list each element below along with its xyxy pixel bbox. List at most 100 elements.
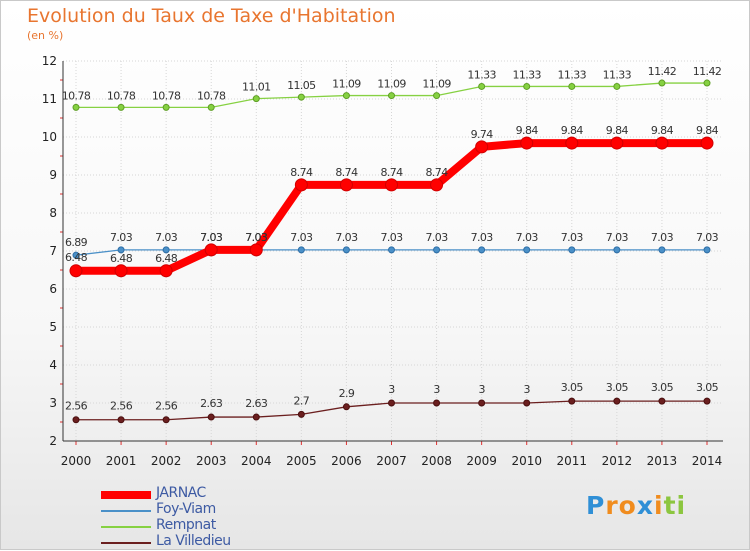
data-label: 9.74	[471, 128, 494, 141]
data-label: 11.33	[512, 68, 541, 81]
data-point	[72, 251, 80, 259]
x-tick-label: 2005	[286, 454, 317, 468]
data-label: 3.05	[651, 381, 674, 394]
x-tick-label: 2009	[466, 454, 497, 468]
data-label: 10.78	[152, 89, 181, 102]
x-tick-label: 2003	[196, 454, 227, 468]
data-point	[69, 264, 83, 278]
data-point	[342, 246, 350, 254]
y-tick-label: 6	[49, 282, 57, 296]
logo-letter: i	[676, 491, 687, 520]
data-label: 7.03	[606, 231, 629, 244]
data-label: 11.09	[377, 78, 406, 91]
data-point	[658, 79, 666, 87]
data-label: 8.74	[380, 166, 403, 179]
x-tick-label: 2011	[557, 454, 588, 468]
axes: 2 3 4 5 6 7 8 9 10 11 12 2000 2001 2002 2003 2004 2005 20…	[42, 54, 723, 468]
data-point	[72, 103, 80, 111]
x-tick-label: 2000	[61, 454, 92, 468]
legend-label: Rempnat	[156, 517, 216, 533]
data-label: 7.03	[651, 231, 674, 244]
y-tick-label: 9	[49, 168, 57, 182]
data-label: 9.84	[651, 124, 674, 137]
data-label: 11.33	[603, 68, 632, 81]
chart-title: Evolution du Taux de Taxe d'Habitation	[27, 5, 396, 27]
data-point	[388, 246, 395, 254]
legend-swatch	[101, 526, 151, 528]
data-point	[162, 103, 170, 111]
data-label: 7.03	[290, 231, 313, 244]
y-tick-label: 11	[42, 92, 57, 106]
data-label: 9.84	[561, 124, 584, 137]
data-point	[388, 399, 395, 407]
data-label: 6.48	[65, 251, 88, 264]
data-label: 7.03	[561, 231, 584, 244]
legend-swatch	[101, 510, 151, 512]
data-label: 8.74	[335, 166, 358, 179]
series-lines	[69, 79, 714, 424]
data-point	[249, 243, 263, 257]
data-point	[613, 246, 621, 254]
data-label: 6.89	[65, 236, 88, 249]
data-point	[523, 82, 531, 90]
logo-letter: i	[654, 491, 664, 520]
data-point	[117, 246, 125, 254]
data-point	[385, 178, 398, 192]
x-tick-label: 2008	[421, 454, 452, 468]
data-label: 2.56	[155, 400, 178, 413]
data-label: 9.84	[606, 124, 629, 137]
data-label: 7.03	[426, 231, 449, 244]
y-tick-label: 7	[49, 244, 57, 258]
x-tick-label: 2002	[151, 454, 182, 468]
data-point	[610, 136, 624, 150]
legend-label: La Villedieu	[156, 533, 231, 549]
data-label: 11.33	[558, 68, 587, 81]
data-label: 11.33	[467, 68, 496, 81]
data-label: 11.42	[693, 65, 722, 78]
data-label: 3	[388, 383, 395, 396]
data-point	[703, 79, 711, 87]
data-point	[297, 246, 305, 254]
data-point	[433, 246, 441, 254]
y-tick-label: 8	[49, 206, 57, 220]
y-tick-label: 4	[49, 358, 57, 372]
data-point	[159, 264, 173, 278]
data-point	[114, 264, 128, 278]
data-label: 2.7	[294, 394, 310, 407]
y-tick-label: 12	[42, 54, 57, 68]
data-label: 3.05	[606, 381, 629, 394]
legend-label: Foy-Viam	[156, 501, 216, 517]
data-point	[478, 399, 486, 407]
data-point	[658, 397, 666, 405]
y-tick-label: 3	[49, 396, 57, 410]
data-label: 11.01	[242, 81, 271, 94]
data-label: 8.74	[290, 166, 313, 179]
data-label: 6.48	[110, 252, 133, 265]
data-point	[252, 95, 260, 103]
data-point	[703, 246, 711, 254]
data-label: 7.03	[155, 231, 178, 244]
data-point	[658, 246, 666, 254]
legend-label: JARNAC	[156, 485, 206, 501]
data-point	[342, 403, 350, 411]
logo-letter: P	[586, 491, 606, 520]
data-point	[207, 103, 215, 111]
data-label: 6.48	[155, 252, 178, 265]
data-labels: 6.48 6.48 6.48 7.03 7.03 8.74 8.74 8.74 8.74 9.74…	[62, 65, 722, 413]
data-point	[72, 416, 80, 424]
data-point	[433, 92, 441, 100]
data-label: 8.74	[426, 166, 449, 179]
data-point	[568, 397, 576, 405]
logo-letter: x	[636, 491, 654, 520]
data-point	[297, 410, 305, 418]
data-label: 3.05	[696, 381, 719, 394]
data-point	[478, 246, 486, 254]
data-point	[475, 140, 489, 154]
data-point	[339, 178, 353, 192]
data-point	[117, 103, 125, 111]
data-point	[162, 246, 170, 254]
y-tick-label: 10	[42, 130, 57, 144]
y-tick-label: 5	[49, 320, 57, 334]
